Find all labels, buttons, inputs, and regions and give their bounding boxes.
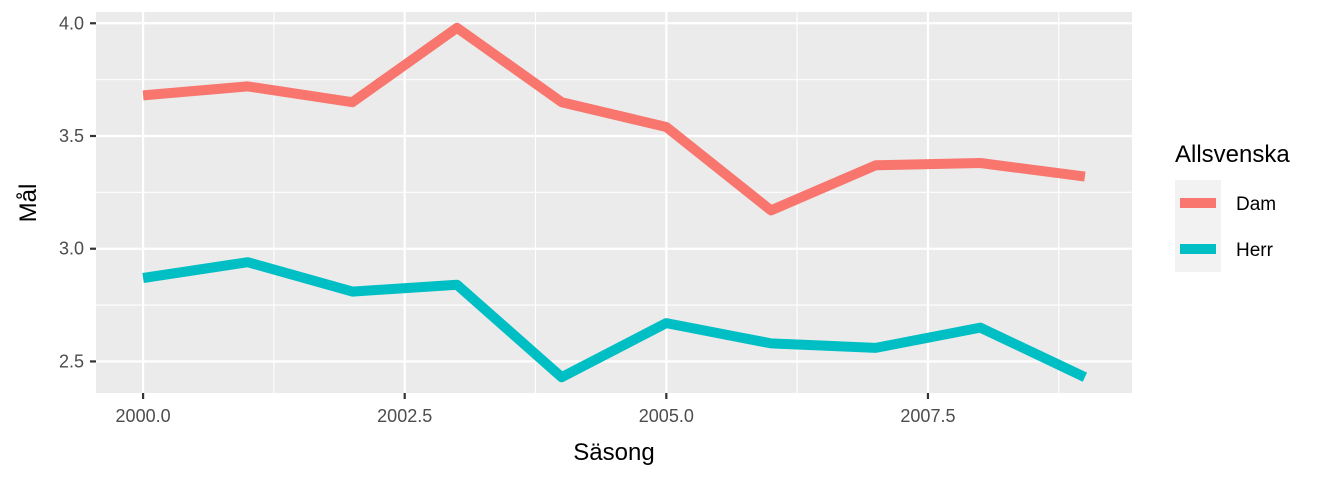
legend-keys: Dam Herr: [1175, 180, 1276, 272]
series-lines: [142, 22, 1088, 383]
x-tick-label: 2007.5: [900, 406, 955, 426]
x-tick-label: 2005.0: [639, 406, 694, 426]
x-tick-label: 2002.5: [377, 406, 432, 426]
legend-label-dam: Dam: [1236, 194, 1276, 215]
legend-title: Allsvenska: [1175, 141, 1290, 168]
grid-major: [96, 12, 1132, 393]
plot-panel: [96, 12, 1132, 393]
series-line-dam: [142, 22, 1086, 216]
x-axis-title: Säsong: [573, 439, 654, 466]
x-axis: 2000.0 2002.5 2005.0 2007.5: [116, 393, 955, 426]
legend-label-herr: Herr: [1236, 240, 1274, 261]
y-axis-title: Mål: [15, 184, 42, 223]
y-tick-label: 3.0: [59, 239, 84, 259]
x-tick-label: 2000.0: [116, 406, 171, 426]
series-line-herr: [142, 257, 1088, 383]
y-axis: 2.5 3.0 3.5 4.0: [59, 13, 96, 371]
y-tick-label: 4.0: [59, 13, 84, 33]
y-tick-label: 3.5: [59, 126, 84, 146]
y-tick-label: 2.5: [59, 351, 84, 371]
grid-minor: [96, 12, 1132, 393]
legend: Allsvenska Dam Herr: [1175, 141, 1290, 272]
